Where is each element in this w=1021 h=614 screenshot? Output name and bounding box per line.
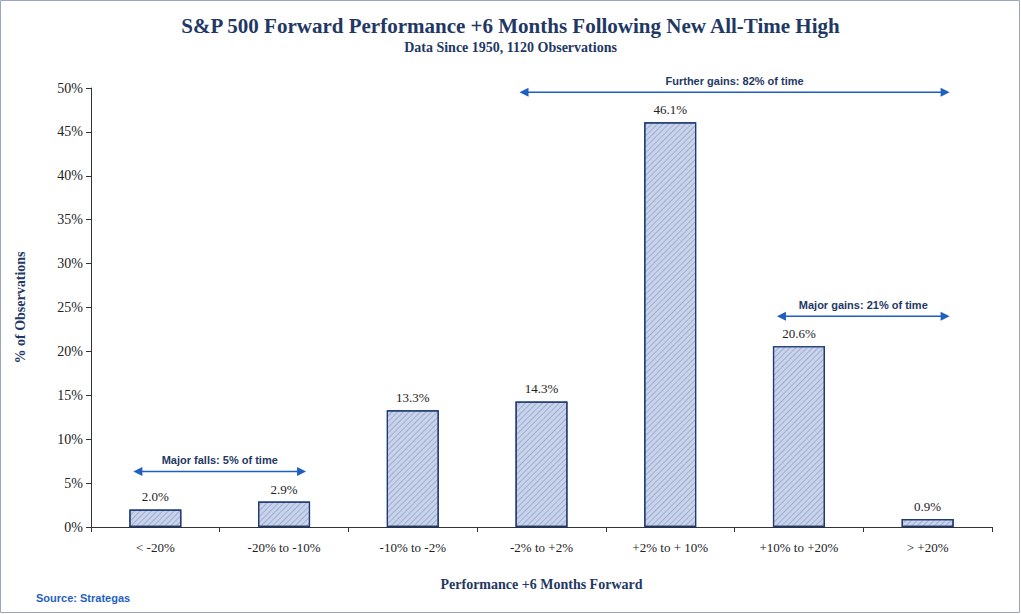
- svg-text:20.6%: 20.6%: [782, 326, 816, 341]
- svg-text:14.3%: 14.3%: [525, 381, 559, 396]
- svg-text:15%: 15%: [57, 388, 83, 403]
- svg-text:45%: 45%: [57, 124, 83, 139]
- svg-text:Data Since 1950, 1120 Observat: Data Since 1950, 1120 Observations: [404, 40, 617, 55]
- svg-text:Further gains: 82% of time: Further gains: 82% of time: [666, 75, 804, 87]
- svg-text:25%: 25%: [57, 300, 83, 315]
- svg-text:Major gains: 21% of time: Major gains: 21% of time: [799, 299, 928, 311]
- svg-text:20%: 20%: [57, 344, 83, 359]
- svg-text:-10% to -2%: -10% to -2%: [380, 540, 447, 555]
- svg-text:+10% to +20%: +10% to +20%: [759, 540, 838, 555]
- svg-text:S&P 500 Forward Performance +6: S&P 500 Forward Performance +6 Months Fo…: [181, 14, 840, 38]
- svg-text:40%: 40%: [57, 168, 83, 183]
- svg-text:> +20%: > +20%: [907, 540, 949, 555]
- svg-text:30%: 30%: [57, 256, 83, 271]
- svg-text:5%: 5%: [64, 476, 83, 491]
- svg-text:2.9%: 2.9%: [271, 482, 298, 497]
- svg-text:Source: Strategas: Source: Strategas: [36, 592, 130, 604]
- svg-text:% of Observations: % of Observations: [13, 251, 28, 364]
- svg-text:50%: 50%: [57, 81, 83, 96]
- svg-text:13.3%: 13.3%: [396, 390, 430, 405]
- svg-text:2.0%: 2.0%: [142, 489, 169, 504]
- svg-text:46.1%: 46.1%: [653, 102, 687, 117]
- svg-text:Major falls: 5% of time: Major falls: 5% of time: [162, 454, 278, 466]
- svg-text:Performance +6 Months Forward: Performance +6 Months Forward: [441, 577, 643, 592]
- svg-text:+2% to + 10%: +2% to + 10%: [632, 540, 708, 555]
- svg-text:-2% to +2%: -2% to +2%: [510, 540, 573, 555]
- svg-text:10%: 10%: [57, 432, 83, 447]
- svg-text:< -20%: < -20%: [136, 540, 175, 555]
- svg-text:-20% to -10%: -20% to -10%: [248, 540, 321, 555]
- svg-text:35%: 35%: [57, 212, 83, 227]
- svg-text:0%: 0%: [64, 520, 83, 535]
- svg-text:0.9%: 0.9%: [914, 499, 941, 514]
